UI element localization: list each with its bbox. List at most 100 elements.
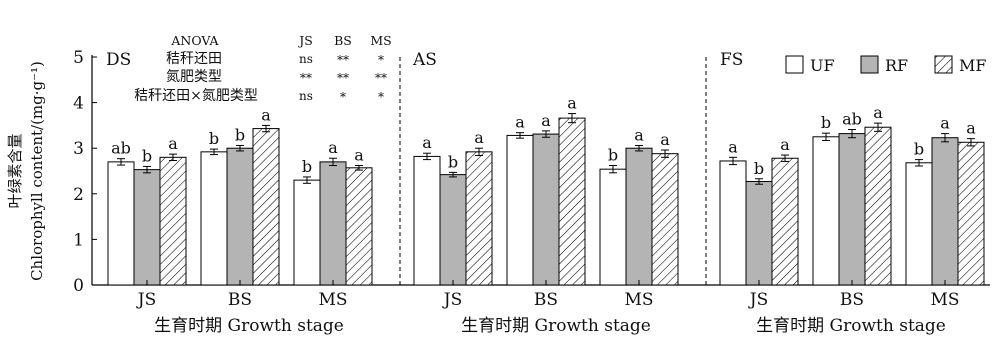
anova-title: ANOVA [170,33,219,48]
bar-as-ms-uf [599,168,627,286]
anova-col-bs: BS [334,33,352,48]
bar-fs-bs-rf [838,133,866,286]
bar-ds-ms-mf [345,167,373,286]
y-axis-label-en: Chlorophyll content/(mg·g⁻¹) [28,61,46,281]
significance-letter: b [608,146,618,165]
significance-letter: a [780,135,790,154]
bar-ds-bs-rf [226,147,254,286]
significance-letter: ab [111,139,131,158]
y-tick-label: 3 [73,139,84,159]
x-tick-label: MS [624,290,653,310]
y-tick-label: 1 [73,230,84,250]
y-ticks: 0 1 2 3 4 5 [73,48,97,296]
bar-fs-ms-mf [957,141,985,286]
anova-cell: * [378,53,384,67]
bar-as-js-rf [439,174,467,286]
significance-letter: a [261,105,271,124]
bar-fs-js-uf [719,160,747,286]
y-tick-label: 5 [73,48,84,68]
x-tick-label: JS [136,290,156,310]
x-tick-label: BS [534,290,558,310]
x-tick-label: BS [840,290,864,310]
anova-col-js: JS [297,33,313,48]
anova-table: ANOVA JS BS MS 秸秆还田 ns ** * 氮肥类型 ** ** *… [134,33,392,104]
significance-letter: b [821,113,831,132]
significance-letter: a [515,113,525,132]
panel-names: DS AS FS [106,50,743,70]
significance-letter: b [235,125,245,144]
bar-ds-js-rf [133,169,161,286]
bar-ds-ms-uf [293,179,321,286]
y-axis-label-cn: 叶绿素含量 [6,133,24,208]
y-tick-label: 4 [73,94,84,114]
significance-letter: b [754,159,764,178]
bar-ds-ms-rf [319,161,347,286]
bar-as-ms-mf [651,153,679,286]
significance-letter: a [634,125,644,144]
significance-letter: a [940,114,950,133]
bar-ds-js-uf [107,161,135,286]
bar-ds-js-mf [159,156,187,286]
significance-letter: a [474,128,484,147]
significance-letter: a [660,130,670,149]
significance-letter: a [328,138,338,157]
anova-cell: ns [299,52,313,66]
anova-row-label: 秸秆还田×氮肥类型 [134,88,258,104]
bar-ds-bs-mf [252,128,280,286]
x-tick-label: MS [318,290,347,310]
anova-cell: ** [337,71,349,85]
significance-letter: a [728,137,738,156]
x-axis-labels: JS BS MS 生育时期 Growth stage JS BS MS 生育时期 Growth… [136,280,960,336]
anova-cell: ns [299,89,313,103]
bar-fs-bs-mf [864,126,892,286]
significance-letter: b [302,157,312,176]
bar-as-js-mf [465,151,493,286]
bar-as-ms-rf [625,147,653,286]
significance-letter: a [966,119,976,138]
bar-fs-ms-rf [931,137,959,286]
anova-cell: ** [375,71,387,85]
x-axis-title: 生育时期 Growth stage [756,316,946,336]
panel-name-fs: FS [720,50,743,70]
anova-cell: ** [337,53,349,67]
x-tick-label: JS [748,290,768,310]
significance-letter: a [567,94,577,113]
bar-fs-ms-uf [905,162,933,286]
y-tick-label: 2 [73,185,84,205]
panel-name-as: AS [412,50,437,70]
bar-fs-js-mf [771,157,799,286]
significance-letter: a [873,103,883,122]
significance-letter: a [354,146,364,165]
x-tick-label: JS [442,290,462,310]
legend-label-uf: UF [810,56,835,75]
legend-swatch-mf [934,55,953,74]
bar-fs-js-rf [745,180,773,286]
anova-row-label: 秸秆还田 [166,51,222,67]
bar-as-bs-rf [532,133,560,286]
anova-cell: * [378,90,384,104]
legend-swatch-rf [860,55,879,74]
bar-as-bs-mf [558,117,586,286]
bar-as-js-uf [413,155,441,286]
significance-letter: b [142,146,152,165]
legend: UF RF MF [785,55,986,75]
bar-as-bs-uf [506,134,534,286]
significance-letter: b [448,152,458,171]
significance-letter: a [541,111,551,130]
x-axis-title: 生育时期 Growth stage [154,316,344,336]
legend-swatch-uf [785,55,804,74]
significance-letter: b [209,129,219,148]
x-tick-label: BS [228,290,252,310]
anova-cell: ** [300,71,312,85]
x-tick-label: MS [930,290,959,310]
panel-dividers [399,57,707,285]
y-tick-label: 0 [73,276,84,296]
panel-name-ds: DS [106,50,131,70]
significance-letter: a [168,134,178,153]
significance-letter: ab [842,110,862,129]
x-axis-title: 生育时期 Growth stage [461,316,651,336]
significance-letter: b [914,140,924,159]
anova-cell: * [340,90,346,104]
